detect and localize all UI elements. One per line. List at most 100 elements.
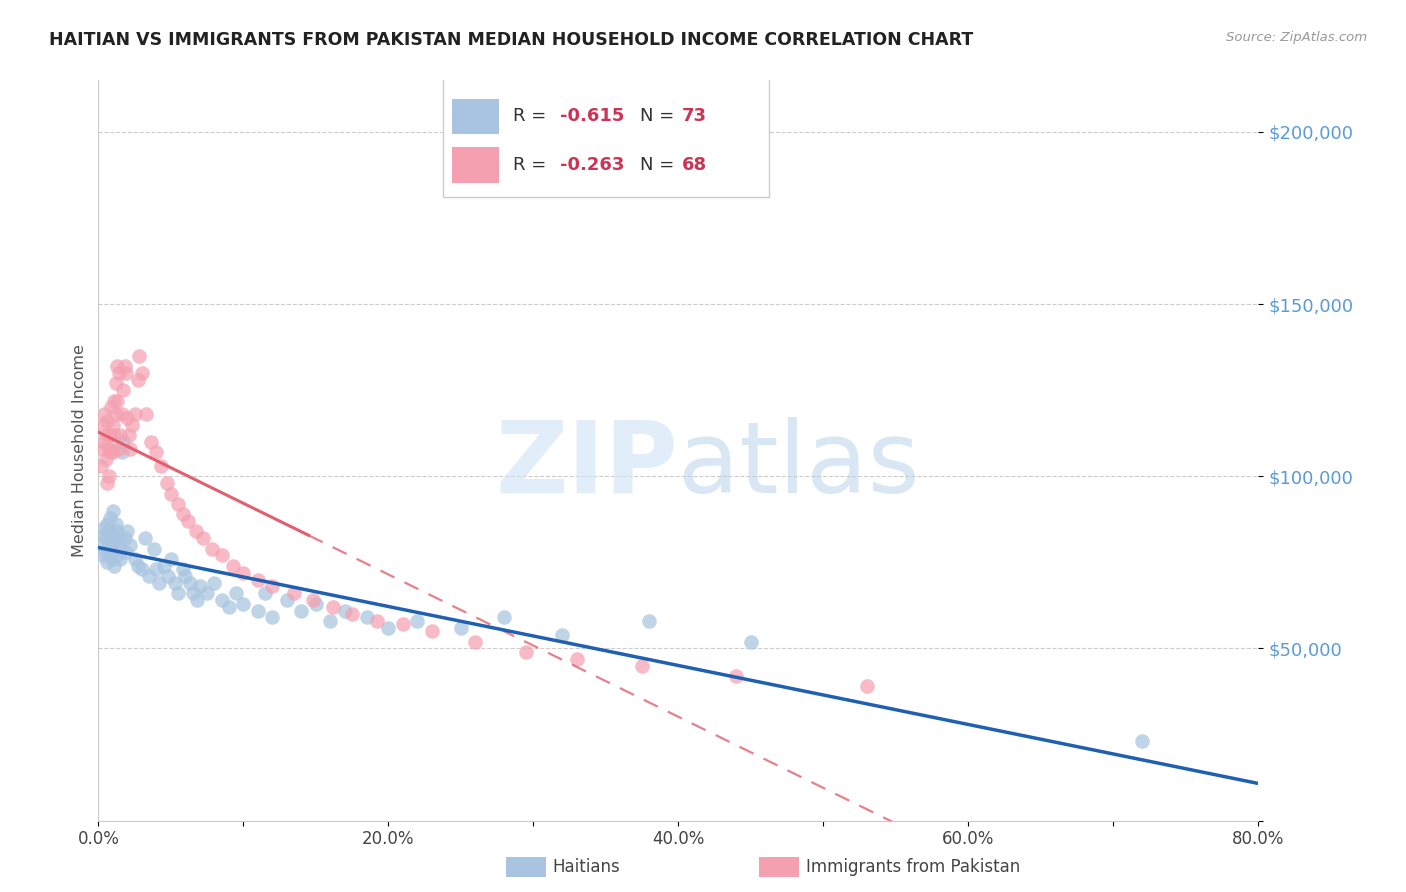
Point [211,549,233,563]
Text: atlas: atlas [678,417,920,514]
Point [406,614,429,628]
Point [90,458,112,473]
Point [96,517,118,532]
Point [188,579,211,593]
Point [105,549,128,563]
Point [155,476,177,491]
Point [160,486,183,500]
Point [127,558,149,573]
Point [93,521,115,535]
Point [114,359,136,373]
Point [177,514,200,528]
Point [103,428,125,442]
Point [107,366,129,380]
Point [139,434,162,449]
Point [101,445,124,459]
Point [105,393,128,408]
Point [104,376,127,391]
Point [105,524,128,539]
Point [104,534,127,549]
FancyBboxPatch shape [443,78,769,197]
Point [100,552,122,566]
Point [120,442,142,456]
Point [222,558,245,573]
Point [121,417,143,432]
Point [145,562,167,576]
Point [225,586,247,600]
Point [107,541,129,556]
Point [174,569,197,583]
Text: 73: 73 [682,107,707,126]
Point [101,504,124,518]
Point [494,610,516,624]
Point [204,576,226,591]
Point [118,428,141,442]
Point [124,407,146,421]
Point [262,579,284,593]
Text: R =: R = [513,156,551,174]
Point [111,445,132,459]
Point [356,610,378,624]
Point [305,597,328,611]
Point [319,614,342,628]
Point [142,541,165,556]
Point [254,586,277,600]
Point [1130,734,1153,748]
Text: 68: 68 [682,156,707,174]
Point [131,366,153,380]
Point [104,517,127,532]
Point [232,597,254,611]
Point [290,604,312,618]
Text: Haitians: Haitians [553,858,620,876]
Point [90,538,112,552]
Point [631,658,654,673]
Point [377,621,399,635]
Point [333,604,356,618]
Point [127,373,149,387]
FancyBboxPatch shape [453,147,499,183]
Point [128,349,150,363]
Text: -0.263: -0.263 [560,156,624,174]
Point [115,545,138,559]
Point [152,558,174,573]
Point [94,452,117,467]
Point [115,366,138,380]
Y-axis label: Median Household Income: Median Household Income [72,344,87,557]
Point [322,600,344,615]
Point [117,524,139,539]
Point [96,476,118,491]
Point [165,576,187,591]
Point [97,469,120,483]
Point [117,410,139,425]
Point [94,531,117,545]
Point [464,634,486,648]
Point [276,593,298,607]
Point [100,531,122,545]
Point [94,428,117,442]
Point [340,607,363,621]
Text: -0.615: -0.615 [560,107,624,126]
Point [145,445,167,459]
Point [740,634,762,648]
Point [172,507,194,521]
FancyBboxPatch shape [453,99,499,134]
Point [101,417,124,432]
Point [246,573,269,587]
Point [638,614,661,628]
Point [111,407,132,421]
Point [97,524,120,539]
Point [103,558,125,573]
Point [112,434,135,449]
Point [93,528,115,542]
Point [98,445,121,459]
Point [195,586,218,600]
Point [167,497,190,511]
Text: R =: R = [513,107,551,126]
Point [283,586,305,600]
Point [134,531,156,545]
Point [262,610,284,624]
Point [302,593,325,607]
Point [200,541,222,556]
Point [135,407,157,421]
Point [450,621,472,635]
